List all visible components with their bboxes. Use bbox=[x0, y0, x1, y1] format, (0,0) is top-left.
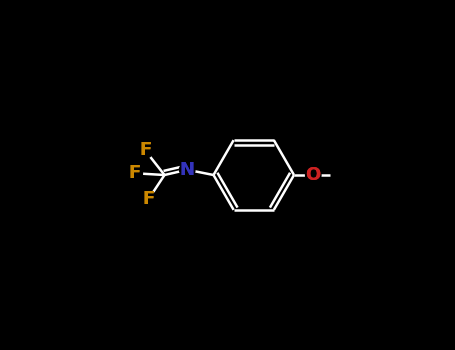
Text: N: N bbox=[180, 161, 195, 179]
Text: O: O bbox=[306, 166, 321, 184]
Text: N: N bbox=[180, 161, 195, 179]
Circle shape bbox=[180, 162, 195, 177]
Circle shape bbox=[141, 191, 157, 206]
Circle shape bbox=[127, 166, 142, 181]
Text: F: F bbox=[142, 190, 155, 208]
Circle shape bbox=[137, 143, 153, 158]
Text: F: F bbox=[139, 141, 152, 160]
Text: O: O bbox=[306, 166, 321, 184]
Text: F: F bbox=[129, 164, 141, 182]
Circle shape bbox=[306, 167, 321, 183]
Text: F: F bbox=[139, 141, 152, 160]
Text: F: F bbox=[129, 164, 141, 182]
Text: F: F bbox=[142, 190, 155, 208]
